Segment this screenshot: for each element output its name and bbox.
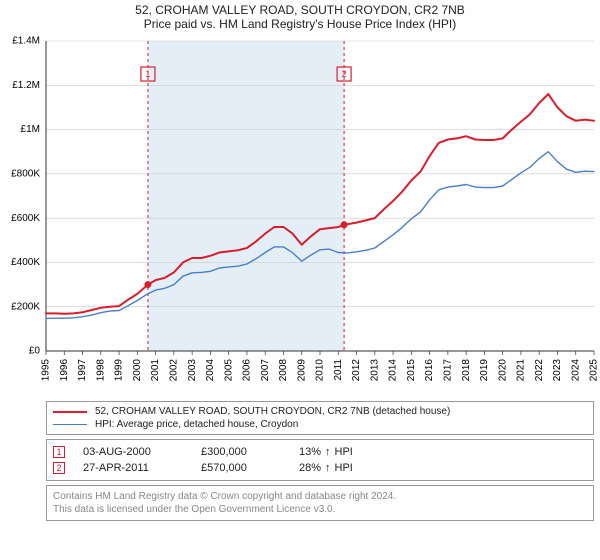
chart-title-line2: Price paid vs. HM Land Registry's House … — [0, 17, 600, 31]
xtick-label: 1998 — [95, 359, 106, 382]
xtick-label: 2004 — [205, 359, 216, 382]
sale-date: 03-AUG-2000 — [83, 446, 183, 458]
ytick-label: £1M — [21, 124, 40, 135]
xtick-label: 2008 — [278, 359, 289, 382]
xtick-label: 2001 — [150, 359, 161, 382]
chart-title-line1: 52, CROHAM VALLEY ROAD, SOUTH CROYDON, C… — [0, 0, 600, 17]
ytick-label: £600K — [11, 213, 40, 224]
xtick-label: 2012 — [351, 359, 362, 382]
chart-svg: £0£200K£400K£600K£800K£1M£1.2M£1.4M19951… — [46, 37, 594, 397]
xtick-label: 2015 — [406, 359, 417, 382]
owned-period-band — [148, 41, 344, 351]
ytick-label: £800K — [11, 168, 40, 179]
sale-price: £300,000 — [201, 446, 281, 458]
xtick-label: 2005 — [223, 359, 234, 382]
xtick-label: 1996 — [59, 359, 70, 382]
sale-price: £570,000 — [201, 462, 281, 474]
sale-row: 2 27-APR-2011 £570,000 28%↑HPI — [53, 460, 587, 476]
xtick-label: 2024 — [570, 359, 581, 382]
sale-row-marker: 2 — [53, 462, 65, 474]
xtick-label: 2025 — [589, 359, 600, 382]
chart-legend: 52, CROHAM VALLEY ROAD, SOUTH CROYDON, C… — [46, 401, 594, 435]
sale-delta: 13%↑HPI — [299, 446, 389, 458]
xtick-label: 1997 — [77, 359, 88, 382]
xtick-label: 2022 — [534, 359, 545, 382]
ytick-label: £1.4M — [12, 36, 40, 47]
legend-row: 52, CROHAM VALLEY ROAD, SOUTH CROYDON, C… — [53, 405, 587, 418]
xtick-label: 2006 — [242, 359, 253, 382]
sale-row: 1 03-AUG-2000 £300,000 13%↑HPI — [53, 444, 587, 460]
sale-delta: 28%↑HPI — [299, 462, 389, 474]
sale-dot — [341, 221, 348, 228]
xtick-label: 2009 — [296, 359, 307, 382]
credit-line2: This data is licensed under the Open Gov… — [53, 503, 587, 516]
xtick-label: 2013 — [369, 359, 380, 382]
sale-dot — [144, 281, 151, 288]
credit-box: Contains HM Land Registry data © Crown c… — [46, 485, 594, 521]
xtick-label: 2011 — [333, 359, 344, 381]
xtick-label: 2020 — [497, 359, 508, 382]
legend-label: HPI: Average price, detached house, Croy… — [95, 419, 298, 430]
sale-row-marker: 1 — [53, 446, 65, 458]
legend-swatch — [53, 411, 87, 413]
xtick-label: 2000 — [132, 359, 143, 382]
xtick-label: 2018 — [461, 359, 472, 382]
legend-label: 52, CROHAM VALLEY ROAD, SOUTH CROYDON, C… — [95, 406, 450, 417]
chart-plot-area: £0£200K£400K£600K£800K£1M£1.2M£1.4M19951… — [46, 37, 600, 397]
legend-swatch — [53, 424, 87, 425]
xtick-label: 2017 — [443, 359, 454, 382]
xtick-label: 2019 — [479, 359, 490, 382]
xtick-label: 2010 — [315, 359, 326, 382]
arrow-up-icon: ↑ — [325, 446, 331, 458]
xtick-label: 2016 — [424, 359, 435, 382]
legend-row: HPI: Average price, detached house, Croy… — [53, 418, 587, 431]
sale-date: 27-APR-2011 — [83, 462, 183, 474]
sales-table: 1 03-AUG-2000 £300,000 13%↑HPI 2 27-APR-2011 £… — [46, 439, 594, 481]
sale-marker-number: 1 — [145, 69, 150, 79]
xtick-label: 2023 — [552, 359, 563, 382]
ytick-label: £1.2M — [12, 80, 40, 91]
ytick-label: £0 — [29, 346, 41, 357]
credit-line1: Contains HM Land Registry data © Crown c… — [53, 490, 587, 503]
sale-marker-number: 2 — [342, 69, 347, 79]
xtick-label: 1999 — [114, 359, 125, 382]
xtick-label: 2014 — [388, 359, 399, 382]
xtick-label: 1995 — [41, 359, 52, 382]
xtick-label: 2003 — [187, 359, 198, 382]
ytick-label: £400K — [11, 257, 40, 268]
xtick-label: 2002 — [169, 359, 180, 382]
arrow-up-icon: ↑ — [325, 462, 331, 474]
ytick-label: £200K — [11, 301, 40, 312]
xtick-label: 2021 — [516, 359, 527, 382]
xtick-label: 2007 — [260, 359, 271, 382]
